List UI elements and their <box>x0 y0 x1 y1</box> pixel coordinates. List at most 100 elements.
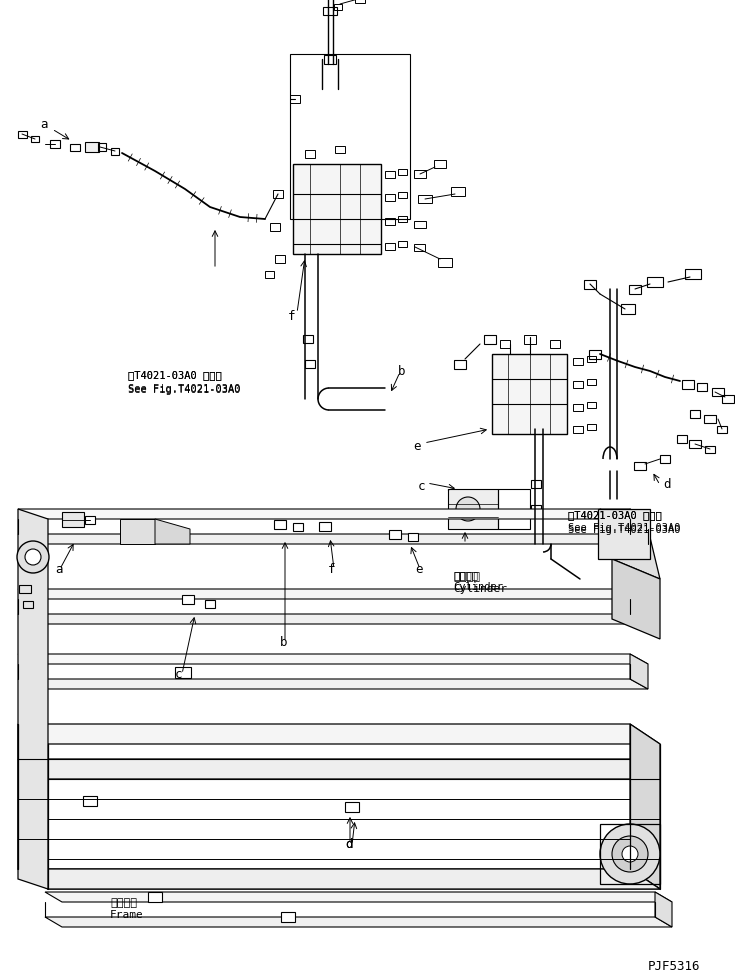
Polygon shape <box>630 509 648 544</box>
Bar <box>629 285 641 294</box>
Text: Cylinder: Cylinder <box>453 581 503 591</box>
Bar <box>398 192 407 198</box>
Polygon shape <box>18 870 660 889</box>
Bar <box>621 305 635 315</box>
Bar <box>50 141 60 149</box>
Text: 第T4021-03A0 図参照: 第T4021-03A0 図参照 <box>128 369 222 380</box>
Bar <box>498 489 530 530</box>
Text: 第T4021-03A0 図参照: 第T4021-03A0 図参照 <box>128 369 222 380</box>
Bar <box>573 426 583 433</box>
Bar <box>305 150 315 159</box>
Bar <box>589 350 601 360</box>
Bar <box>677 436 687 444</box>
Bar <box>270 224 280 232</box>
Text: PJF5316: PJF5316 <box>648 959 700 972</box>
Circle shape <box>17 541 49 573</box>
Bar <box>587 357 597 362</box>
Polygon shape <box>655 892 672 927</box>
Text: b: b <box>398 364 406 378</box>
Bar <box>85 517 95 525</box>
Bar <box>717 426 727 433</box>
Text: b: b <box>280 635 287 649</box>
Bar <box>587 380 597 386</box>
Polygon shape <box>18 509 648 520</box>
Bar <box>454 361 466 369</box>
Polygon shape <box>18 870 660 889</box>
Polygon shape <box>18 534 648 544</box>
Text: d: d <box>663 478 670 490</box>
Polygon shape <box>120 520 155 544</box>
Bar <box>98 144 106 151</box>
Polygon shape <box>600 509 660 579</box>
Circle shape <box>600 825 660 884</box>
Bar <box>274 520 286 529</box>
Text: See Fig.T4021-03A0: See Fig.T4021-03A0 <box>128 385 240 395</box>
Polygon shape <box>18 679 648 690</box>
Bar <box>345 802 359 812</box>
Bar <box>685 270 701 279</box>
Bar <box>438 258 452 268</box>
Bar <box>398 217 407 223</box>
Bar <box>205 601 215 609</box>
Bar <box>398 241 407 248</box>
Bar <box>712 389 724 397</box>
Bar <box>531 505 541 514</box>
Polygon shape <box>155 520 190 544</box>
Bar <box>19 585 31 593</box>
Bar <box>722 396 734 404</box>
Polygon shape <box>18 589 648 599</box>
Bar <box>385 218 395 226</box>
Text: See Fig.T4021-03A0: See Fig.T4021-03A0 <box>128 384 240 394</box>
Bar <box>414 221 426 229</box>
Bar <box>319 522 331 531</box>
Bar <box>290 96 300 104</box>
Bar <box>697 384 707 392</box>
Bar <box>275 256 285 264</box>
Text: Frame: Frame <box>110 909 144 919</box>
Bar <box>62 513 84 528</box>
Bar <box>335 147 345 153</box>
Bar <box>324 56 336 64</box>
Text: d: d <box>345 837 353 850</box>
Bar <box>587 403 597 408</box>
Polygon shape <box>630 724 660 889</box>
Bar <box>385 171 395 179</box>
Bar <box>634 462 646 471</box>
Circle shape <box>612 836 648 872</box>
Bar <box>385 243 395 250</box>
Text: c: c <box>175 667 182 680</box>
Bar <box>484 335 496 344</box>
Text: a: a <box>40 118 48 131</box>
Bar <box>448 489 498 530</box>
Polygon shape <box>45 917 672 927</box>
Bar <box>70 145 80 151</box>
Bar <box>434 161 446 169</box>
Bar <box>682 380 694 389</box>
Text: See Fig.T4021-03A0: See Fig.T4021-03A0 <box>568 523 681 532</box>
Polygon shape <box>18 759 660 780</box>
Text: See Fig.T4021-03A0: See Fig.T4021-03A0 <box>568 525 681 534</box>
Bar <box>293 165 381 255</box>
Bar <box>355 0 365 4</box>
Bar <box>689 441 701 448</box>
Bar <box>398 170 407 176</box>
Bar <box>415 244 426 251</box>
Bar <box>690 410 700 418</box>
Text: シリンダ: シリンダ <box>453 570 478 579</box>
Polygon shape <box>18 724 660 744</box>
Bar <box>18 131 26 139</box>
Bar <box>587 425 597 431</box>
Bar <box>85 143 99 152</box>
Bar <box>23 601 33 608</box>
Bar <box>451 188 465 196</box>
Bar <box>111 149 119 155</box>
Text: フレーム: フレーム <box>110 897 137 907</box>
Polygon shape <box>45 892 672 902</box>
Text: e: e <box>413 440 420 452</box>
Bar <box>704 415 716 424</box>
Bar <box>83 796 97 806</box>
Polygon shape <box>18 615 648 624</box>
Bar <box>182 595 194 604</box>
Bar <box>281 913 295 922</box>
Polygon shape <box>612 560 660 639</box>
